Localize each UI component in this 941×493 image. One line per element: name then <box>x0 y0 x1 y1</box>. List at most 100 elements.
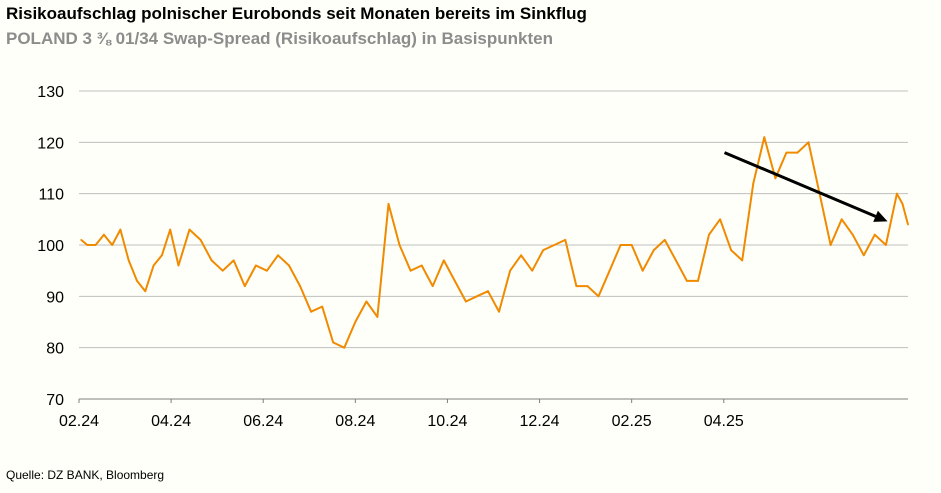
series-line <box>80 136 909 349</box>
data-point <box>431 285 434 287</box>
source-note: Quelle: DZ BANK, Bloomberg <box>6 468 165 482</box>
data-point <box>365 300 368 303</box>
data-point <box>332 341 335 344</box>
data-point <box>674 259 677 262</box>
data-point <box>586 285 589 287</box>
data-point <box>531 269 534 272</box>
data-point <box>119 228 122 231</box>
trend-arrow-head <box>873 210 888 222</box>
data-point <box>152 264 155 267</box>
data-point <box>86 244 89 246</box>
data-point <box>288 264 290 267</box>
data-point <box>409 269 412 272</box>
data-point <box>873 233 876 236</box>
data-point <box>277 254 279 257</box>
data-point <box>127 259 130 262</box>
trend-arrow <box>723 151 877 218</box>
y-tick-label: 90 <box>46 289 64 306</box>
data-point <box>376 315 379 318</box>
data-point <box>862 254 865 257</box>
chart-title: Risikoaufschlag polnischer Eurobonds sei… <box>6 4 587 23</box>
data-point <box>907 223 909 226</box>
data-point <box>575 285 578 287</box>
data-point <box>487 290 489 293</box>
data-point <box>102 233 105 236</box>
data-point <box>597 295 600 298</box>
data-point <box>199 238 202 241</box>
chart-subtitle: POLAND 3 ⅜ 01/34 Swap-Spread (Risikoaufs… <box>6 29 553 48</box>
y-tick-label: 100 <box>37 238 64 255</box>
data-point <box>719 218 721 221</box>
x-tick-label: 02.25 <box>612 413 652 430</box>
x-tick-label: 06.24 <box>243 413 283 430</box>
y-tick-label: 110 <box>38 187 64 204</box>
data-point <box>210 259 213 262</box>
y-tick-label: 130 <box>37 84 64 101</box>
data-point <box>420 264 423 267</box>
data-point <box>310 310 313 313</box>
data-point <box>807 141 810 144</box>
data-point <box>136 280 138 282</box>
data-point <box>387 203 390 205</box>
data-point <box>785 151 788 154</box>
data-point <box>509 269 511 272</box>
data-point <box>641 269 644 272</box>
data-point <box>464 300 467 303</box>
data-point <box>663 238 666 241</box>
data-point <box>741 259 744 262</box>
data-point <box>608 269 611 272</box>
x-tick-label: 02.24 <box>59 413 99 430</box>
data-point <box>354 321 357 323</box>
data-point <box>553 244 556 246</box>
y-tick-label: 80 <box>46 341 64 358</box>
data-point <box>896 192 898 195</box>
data-point <box>686 280 688 282</box>
data-point <box>398 244 401 246</box>
data-point <box>774 177 777 180</box>
x-tick-label: 12.24 <box>520 413 560 430</box>
data-point <box>266 269 268 272</box>
data-point <box>177 264 180 267</box>
data-point <box>221 269 224 272</box>
data-point <box>476 295 478 298</box>
data-point <box>840 218 843 221</box>
data-point <box>243 285 246 287</box>
data-point <box>188 228 191 231</box>
data-point <box>752 182 755 185</box>
data-point <box>901 203 904 205</box>
data-point <box>321 305 324 308</box>
data-point <box>520 254 523 257</box>
data-point <box>232 259 235 262</box>
data-point <box>697 280 699 282</box>
data-point <box>343 346 346 349</box>
data-point <box>652 249 655 252</box>
data-point <box>94 244 97 246</box>
data-point <box>453 280 456 282</box>
x-tick-label: 10.24 <box>427 413 467 430</box>
data-point <box>442 259 445 262</box>
data-point <box>796 151 799 154</box>
data-point <box>884 244 887 246</box>
data-point <box>254 264 257 267</box>
x-tick-label: 08.24 <box>335 413 375 430</box>
data-point <box>730 249 733 252</box>
data-point <box>542 249 545 252</box>
data-point <box>851 233 854 236</box>
data-point <box>299 285 301 287</box>
data-point <box>630 244 633 246</box>
y-tick-label: 120 <box>37 135 64 152</box>
y-tick-label: 70 <box>46 392 64 409</box>
data-point <box>169 228 172 231</box>
data-point <box>708 233 710 236</box>
data-point <box>161 254 163 257</box>
data-point <box>829 244 832 246</box>
x-tick-label: 04.25 <box>704 413 744 430</box>
data-point <box>111 244 114 246</box>
data-point <box>144 290 147 293</box>
x-tick-label: 04.24 <box>151 413 191 430</box>
data-point <box>564 238 567 241</box>
data-point <box>763 136 766 139</box>
data-point <box>80 238 83 241</box>
data-point <box>619 244 622 246</box>
